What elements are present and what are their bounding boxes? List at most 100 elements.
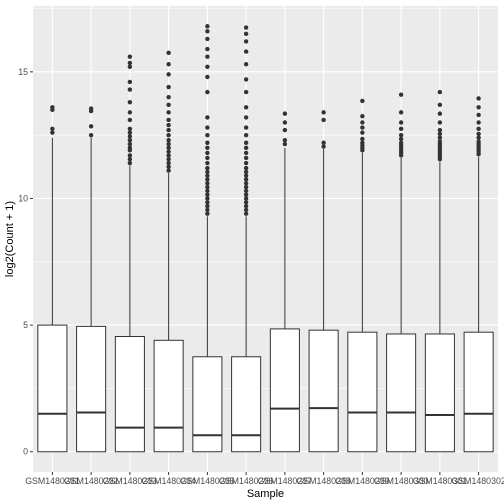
outlier-point (243, 115, 249, 120)
outlier-point (166, 84, 171, 90)
outlier-point (127, 141, 133, 147)
box-iqr (76, 325, 107, 453)
outlier-point (127, 87, 133, 92)
outlier-point (205, 24, 210, 29)
outlier-point (437, 135, 443, 140)
outlier-point (205, 200, 210, 205)
outlier-point (243, 31, 249, 37)
box-iqr (463, 331, 494, 453)
outlier-point (437, 139, 443, 144)
outlier-point (166, 50, 171, 56)
box-series (37, 24, 494, 453)
outlier-point (437, 120, 443, 125)
outlier-point (243, 132, 249, 138)
x-tick-label: GSM1480293 (103, 476, 157, 486)
outlier-point (127, 145, 133, 151)
outlier-point (243, 77, 249, 82)
outlier-point (205, 115, 210, 120)
x-tick-label: GSM1480301 (413, 476, 467, 486)
outlier-point (398, 126, 404, 132)
box-GSM1480292 (76, 106, 107, 453)
outlier-point (243, 173, 249, 178)
outlier-point (166, 168, 171, 173)
x-tick-label: GSM1480291 (25, 476, 79, 486)
x-tick-label: GSM1480296 (219, 476, 273, 486)
outlier-point (476, 135, 481, 140)
outlier-point (127, 153, 133, 158)
outlier-point (127, 126, 133, 132)
outlier-point (360, 120, 365, 125)
outlier-point (360, 136, 365, 142)
outlier-point (205, 145, 210, 151)
outlier-point (205, 184, 210, 190)
x-tick-label: GSM1480297 (258, 476, 312, 486)
outlier-point (243, 188, 249, 194)
outlier-point (360, 130, 365, 135)
outlier-point (166, 153, 171, 158)
outlier-point (166, 127, 171, 133)
outlier-point (243, 181, 249, 186)
outlier-point (127, 138, 133, 143)
box-GSM1480298 (308, 110, 339, 453)
outlier-point (127, 54, 133, 59)
y-tick-label: 10 (18, 193, 28, 203)
outlier-point (205, 177, 210, 182)
outlier-point (243, 39, 249, 44)
outlier-point (243, 155, 249, 161)
outlier-point (476, 96, 481, 101)
box-iqr (114, 336, 145, 453)
outlier-point (243, 25, 249, 30)
x-tick-label: GSM1480294 (141, 476, 195, 486)
outlier-point (205, 211, 210, 216)
outlier-point (437, 89, 443, 95)
outlier-point (243, 211, 249, 216)
outlier-point (282, 111, 288, 116)
outlier-point (321, 140, 326, 145)
outlier-point (360, 113, 365, 119)
outlier-point (243, 169, 249, 175)
outlier-point (398, 110, 404, 115)
box-iqr (153, 339, 184, 453)
outlier-point (127, 157, 133, 162)
outlier-point (321, 110, 326, 115)
outlier-point (205, 46, 210, 52)
outlier-point (243, 150, 249, 156)
outlier-point (205, 54, 210, 59)
outlier-point (166, 72, 171, 77)
outlier-point (243, 160, 249, 166)
y-tick-label: 15 (18, 67, 28, 77)
box-iqr (231, 356, 262, 453)
outlier-point (166, 157, 171, 162)
outlier-point (437, 127, 443, 133)
box-iqr (386, 333, 417, 453)
outlier-point (243, 62, 249, 67)
x-tick-label: GSM1480299 (335, 476, 389, 486)
outlier-point (127, 134, 133, 139)
box-GSM1480296 (231, 25, 262, 453)
outlier-point (127, 110, 133, 115)
box-GSM1480295 (192, 24, 223, 453)
outlier-point (50, 105, 55, 110)
outlier-point (166, 132, 171, 138)
x-axis-title: Sample (247, 488, 284, 500)
outlier-point (205, 74, 210, 80)
outlier-point (50, 130, 55, 135)
outlier-point (476, 112, 481, 118)
outlier-point (205, 188, 210, 194)
outlier-point (205, 125, 210, 130)
outlier-point (398, 92, 404, 97)
outlier-point (166, 62, 171, 67)
outlier-point (205, 155, 210, 161)
outlier-point (205, 36, 210, 42)
outlier-point (437, 131, 443, 137)
outlier-point (205, 29, 210, 34)
x-tick-label: GSM1480300 (374, 476, 428, 486)
outlier-point (166, 145, 171, 151)
outlier-point (205, 160, 210, 166)
y-tick-label: 0 (23, 447, 28, 457)
outlier-point (205, 89, 210, 95)
outlier-point (166, 138, 171, 143)
outlier-point (243, 192, 249, 197)
outlier-point (205, 196, 210, 201)
outlier-point (398, 132, 404, 138)
